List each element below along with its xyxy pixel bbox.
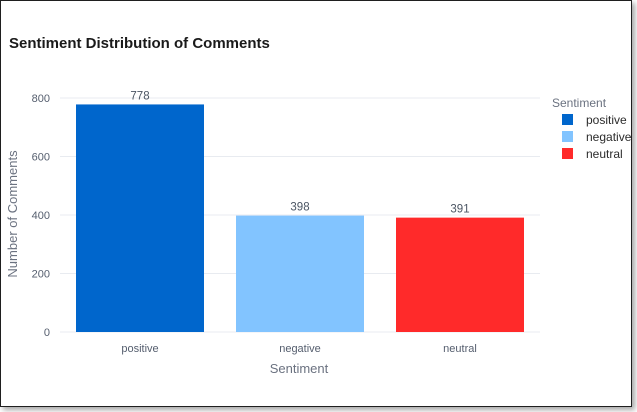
x-tick-label: positive [121, 343, 158, 355]
x-tick-label: negative [279, 343, 321, 355]
y-tick-label: 200 [32, 269, 50, 281]
legend-swatch-neutral [562, 148, 573, 159]
legend-label: negative [586, 130, 632, 144]
y-tick-label: 400 [32, 210, 50, 222]
legend-swatch-positive [562, 114, 573, 125]
y-axis-title: Number of Comments [5, 150, 20, 278]
legend-label: neutral [586, 147, 623, 161]
x-axis-title: Sentiment [270, 361, 329, 376]
y-tick-label: 800 [32, 93, 50, 105]
x-tick-label: neutral [443, 343, 477, 355]
legend-swatch-negative [562, 131, 573, 142]
legend-title: Sentiment [552, 96, 607, 110]
bar-value-label: 398 [290, 202, 309, 214]
bar-positive [76, 104, 204, 332]
legend-label: positive [586, 113, 627, 127]
bar-negative [236, 215, 364, 332]
bar-neutral [396, 217, 524, 332]
y-tick-label: 600 [32, 152, 50, 164]
chart-title: Sentiment Distribution of Comments [9, 35, 270, 52]
bar-value-label: 778 [130, 90, 149, 102]
bar-value-label: 391 [450, 204, 469, 216]
y-tick-label: 0 [44, 327, 50, 339]
